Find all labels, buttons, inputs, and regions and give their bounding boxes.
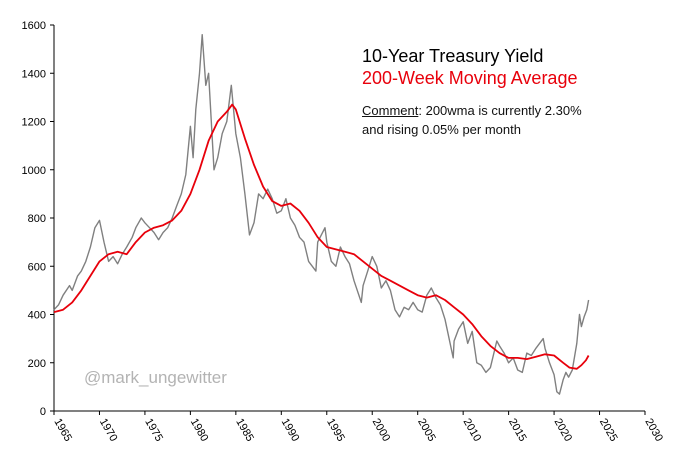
x-axis: 1965 1970 1975 1980 1985 1990 1995 2000 2005 2010… bbox=[51, 410, 665, 444]
x-tick-label: 1975 bbox=[142, 417, 165, 444]
series-lines bbox=[53, 34, 590, 395]
chart-annotation: Comment: 200wma is currently 2.30% and r… bbox=[362, 101, 582, 139]
x-tick-label: 2010 bbox=[461, 417, 484, 444]
x-tick-label: 1980 bbox=[188, 417, 211, 444]
x-tick-label: 2025 bbox=[597, 417, 620, 444]
x-tick-label: 1965 bbox=[51, 417, 74, 444]
x-tick-label: 1985 bbox=[233, 417, 256, 444]
x-tick-label: 1995 bbox=[324, 417, 347, 444]
x-tick-label: 2015 bbox=[506, 417, 529, 444]
y-tick-label: 1600 bbox=[22, 20, 46, 32]
y-tick-label: 400 bbox=[28, 310, 46, 322]
y-tick-label: 1200 bbox=[22, 117, 46, 129]
x-tick-label: 2005 bbox=[415, 417, 438, 444]
annotation-line-1: : 200wma is currently 2.30% bbox=[418, 103, 582, 118]
y-tick-label: 800 bbox=[28, 213, 46, 225]
chart-title: 10-Year Treasury Yield bbox=[362, 46, 544, 66]
y-tick-label: 0 bbox=[40, 406, 46, 418]
chart-subtitle: 200-Week Moving Average bbox=[362, 68, 578, 88]
y-tick-label: 1400 bbox=[22, 68, 46, 80]
x-tick-label: 2020 bbox=[551, 417, 574, 444]
moving-average-line bbox=[53, 103, 590, 370]
x-tick-label: 2030 bbox=[642, 417, 665, 444]
y-axis: 0 200 400 600 800 1000 1200 1400 1600 bbox=[22, 20, 55, 418]
yield-series-line bbox=[53, 34, 590, 395]
annotation-line-2: and rising 0.05% per month bbox=[362, 122, 521, 137]
y-tick-label: 200 bbox=[28, 358, 46, 370]
x-tick-label: 2000 bbox=[370, 417, 393, 444]
watermark: @mark_ungewitter bbox=[84, 368, 227, 387]
x-tick-label: 1970 bbox=[97, 417, 120, 444]
annotation-label: Comment bbox=[362, 103, 419, 118]
y-tick-label: 1000 bbox=[22, 165, 46, 177]
x-tick-label: 1990 bbox=[279, 417, 302, 444]
y-tick-label: 600 bbox=[28, 261, 46, 273]
